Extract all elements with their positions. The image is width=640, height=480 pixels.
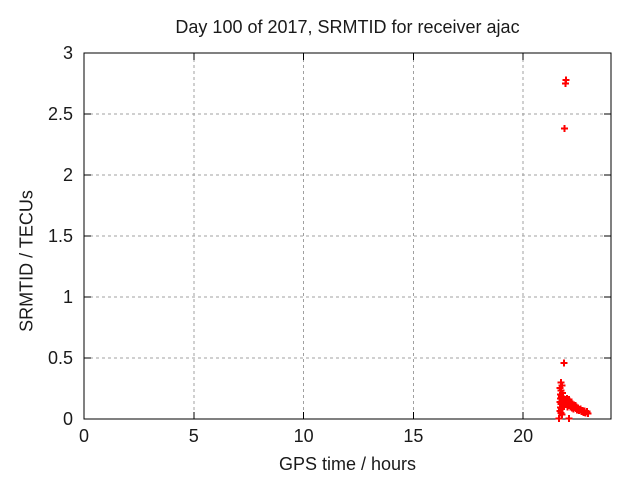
- y-axis-title: SRMTID / TECUs: [16, 190, 37, 332]
- y-tick-label: 2: [62, 165, 73, 185]
- y-tick-label: 0.5: [47, 348, 73, 368]
- y-tick-label: 1: [62, 287, 73, 307]
- x-tick-label: 0: [78, 426, 89, 446]
- y-tick-label: 0: [62, 409, 73, 429]
- y-tick-label: 3: [62, 43, 73, 63]
- x-tick-label: 20: [513, 426, 534, 446]
- x-tick-label: 10: [293, 426, 314, 446]
- scatter-points: [555, 76, 592, 422]
- y-tick-label: 1.5: [47, 226, 73, 246]
- y-tick-label: 2.5: [47, 104, 73, 124]
- x-tick-label: 5: [188, 426, 199, 446]
- chart-title: Day 100 of 2017, SRMTID for receiver aja…: [175, 17, 520, 37]
- x-tick-label: 15: [403, 426, 424, 446]
- plot-border: [83, 52, 612, 420]
- x-axis-title: GPS time / hours: [278, 454, 417, 474]
